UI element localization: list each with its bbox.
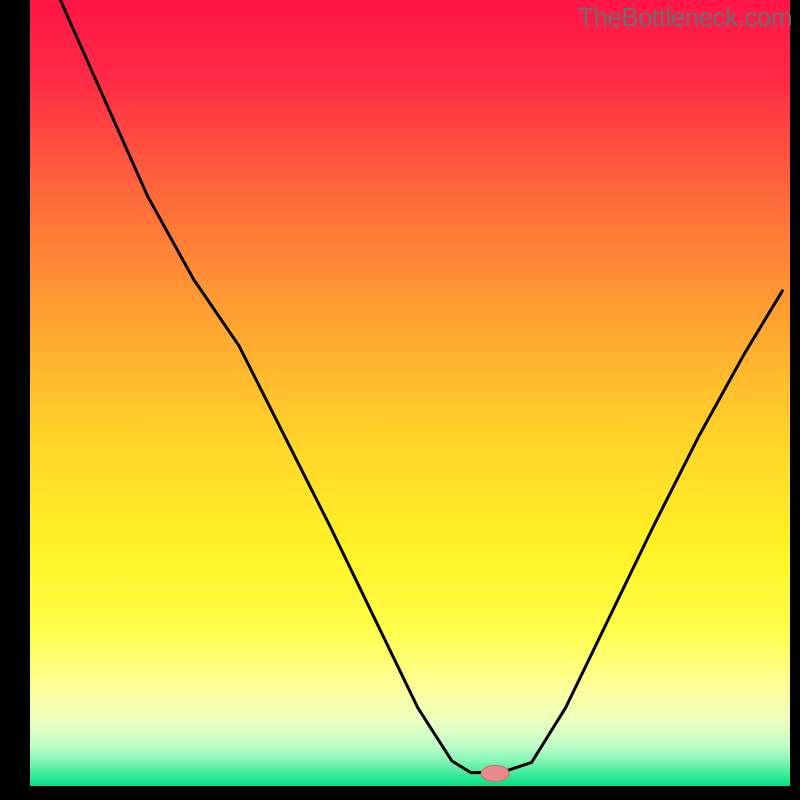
plot-area: [0, 0, 800, 800]
gradient-background: [30, 0, 790, 786]
bottleneck-chart: TheBottleneck.com: [0, 0, 800, 800]
chart-svg: [0, 0, 800, 800]
watermark-label: TheBottleneck.com: [578, 2, 792, 33]
optimal-marker: [481, 765, 509, 781]
